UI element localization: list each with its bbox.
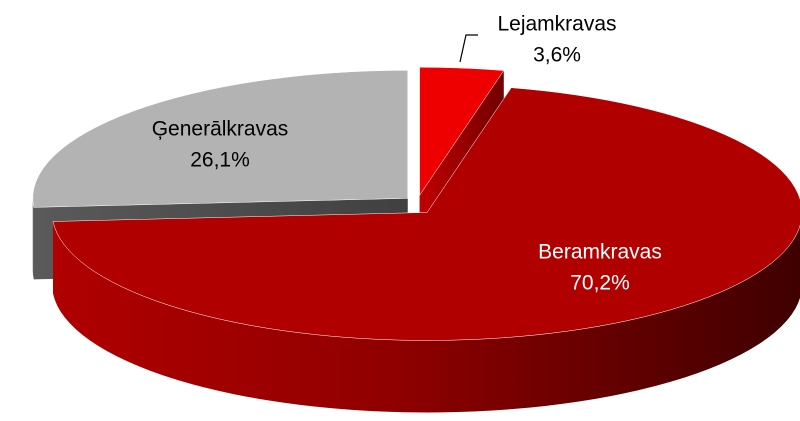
slice xyxy=(419,67,505,197)
slice-side xyxy=(53,221,800,413)
slice-label: Beramkravas xyxy=(538,241,662,264)
slice xyxy=(52,87,800,341)
slice-side xyxy=(32,198,34,280)
slice-label: Lejamkravas xyxy=(497,13,616,36)
value-label: 3,6% xyxy=(533,44,581,67)
value-label: 26,1% xyxy=(190,149,250,172)
value-label: 70,2% xyxy=(570,272,630,295)
slice xyxy=(32,70,409,208)
slice-label: Ģenerālkravas xyxy=(152,118,289,141)
leader-line xyxy=(459,34,478,63)
